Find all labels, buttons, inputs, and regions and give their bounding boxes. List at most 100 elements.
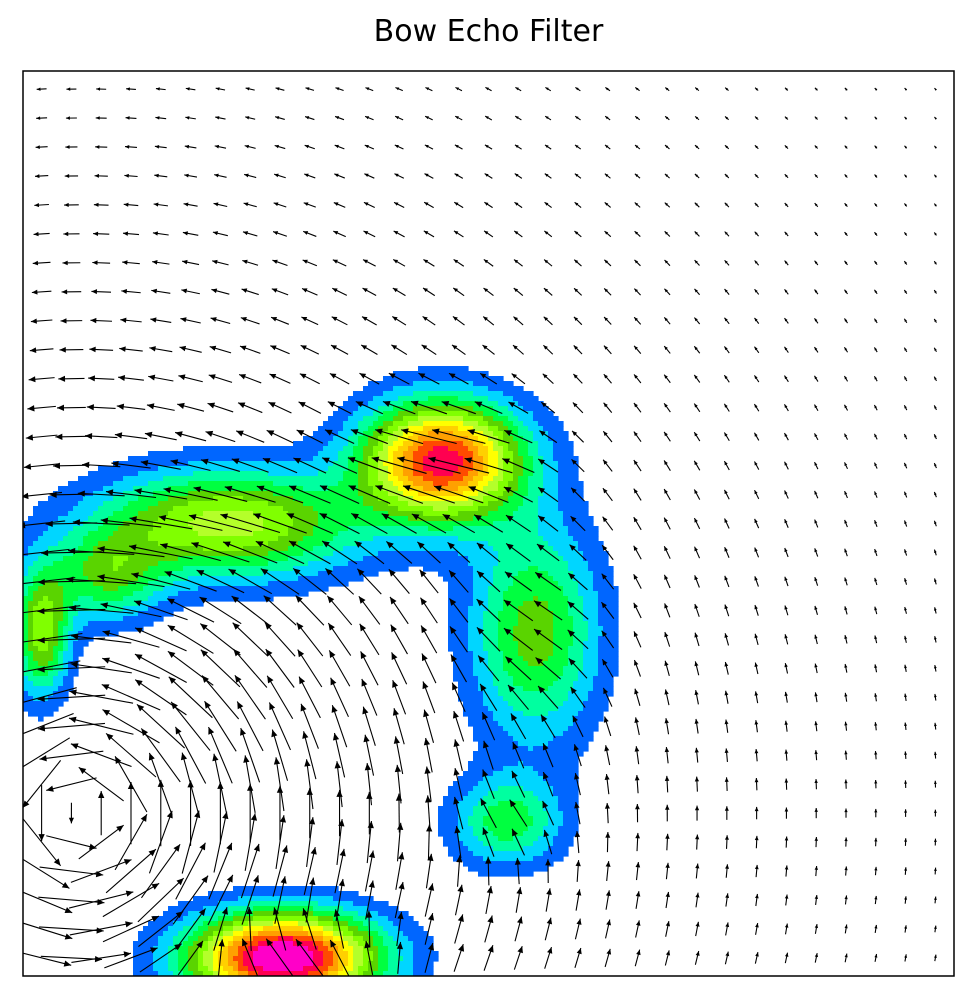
wind-arrow xyxy=(389,596,409,625)
wind-arrow xyxy=(23,712,74,735)
contour-cell xyxy=(213,961,219,967)
contour-cell xyxy=(558,831,579,837)
contour-cell xyxy=(388,471,394,477)
contour-cell xyxy=(373,506,399,512)
wind-arrow xyxy=(241,938,259,976)
wind-arrow xyxy=(363,201,375,208)
contour-cell xyxy=(48,641,59,647)
wind-arrow xyxy=(153,202,169,207)
contour-cell xyxy=(473,426,489,432)
contour-cell xyxy=(198,956,204,962)
wind-arrow xyxy=(693,431,701,442)
contour-cell xyxy=(73,551,94,557)
contour-cell xyxy=(228,961,239,967)
contour-cell xyxy=(483,486,499,492)
wind-arrow xyxy=(452,710,465,742)
contour-cell xyxy=(83,521,104,527)
contour-cell xyxy=(553,681,574,687)
contour-cell xyxy=(558,706,584,712)
contour-cell xyxy=(393,416,404,422)
contour-cell xyxy=(28,551,44,557)
contour-cell xyxy=(543,466,559,472)
wind-arrow xyxy=(214,144,227,149)
contour-cell xyxy=(148,596,169,602)
contour-cell xyxy=(373,431,384,437)
contour-cell xyxy=(23,541,34,547)
contour-cell xyxy=(68,616,74,622)
wind-arrow xyxy=(873,318,878,324)
contour-cell xyxy=(183,916,199,922)
contour-cell xyxy=(588,636,599,642)
contour-cell xyxy=(78,546,94,552)
wind-arrow xyxy=(305,87,315,91)
contour-cell xyxy=(528,826,544,832)
contour-cell xyxy=(178,946,189,952)
contour-cell xyxy=(438,816,459,822)
wind-arrow xyxy=(32,260,51,266)
wind-arrow xyxy=(52,462,90,469)
contour-cell xyxy=(378,406,394,412)
contour-cell xyxy=(498,646,519,652)
contour-cell xyxy=(63,631,69,637)
wind-arrow xyxy=(603,402,613,413)
wind-arrow xyxy=(215,87,226,91)
wind-arrow xyxy=(183,202,198,207)
wind-arrow xyxy=(601,630,615,649)
wind-arrow xyxy=(573,287,583,296)
contour-cell xyxy=(578,671,599,677)
wind-arrow xyxy=(421,653,437,684)
contour-cell xyxy=(153,951,169,957)
wind-arrow xyxy=(575,889,582,911)
contour-cell xyxy=(223,966,234,972)
contour-cell xyxy=(368,931,379,937)
wind-arrow xyxy=(542,373,554,385)
wind-arrow xyxy=(664,230,671,237)
wind-arrow xyxy=(694,144,700,150)
contour-cell xyxy=(438,806,459,812)
contour-cell xyxy=(558,806,579,812)
wind-arrow xyxy=(453,230,464,238)
contour-cell xyxy=(203,931,214,937)
contour-cell xyxy=(148,536,279,542)
contour-cell xyxy=(223,931,234,937)
contour-cell xyxy=(168,961,179,967)
contour-cell xyxy=(108,516,134,522)
wind-arrow xyxy=(933,549,937,556)
contour-cell xyxy=(473,806,489,812)
wind-arrow xyxy=(604,115,611,121)
wind-arrow xyxy=(77,490,125,497)
wind-arrow xyxy=(724,806,729,820)
contour-cell xyxy=(78,501,104,507)
wind-arrow xyxy=(68,716,134,735)
contour-cell xyxy=(583,616,599,622)
wind-arrow xyxy=(451,344,466,356)
contour-cell xyxy=(483,476,494,482)
wind-arrow xyxy=(754,749,759,762)
contour-cell xyxy=(148,506,174,512)
contour-cell xyxy=(373,491,389,497)
wind-arrow xyxy=(693,403,701,413)
contour-cell xyxy=(538,531,569,537)
contour-cell xyxy=(413,961,434,967)
wind-arrow xyxy=(664,144,670,150)
wind-arrow xyxy=(228,568,273,595)
contour-cell xyxy=(118,586,144,592)
wind-arrow xyxy=(392,287,406,297)
contour-cell xyxy=(538,526,569,532)
wind-arrow xyxy=(725,922,730,936)
contour-cell xyxy=(553,456,579,462)
contour-cell xyxy=(558,796,579,802)
wind-arrow xyxy=(575,86,581,92)
wind-arrow xyxy=(934,87,937,91)
wind-arrow xyxy=(723,374,730,383)
contour-cell xyxy=(458,426,474,432)
contour-cell xyxy=(498,556,564,562)
wind-arrow xyxy=(537,685,559,709)
wind-arrow xyxy=(874,664,878,673)
wind-arrow xyxy=(663,517,671,530)
wind-arrow xyxy=(160,543,222,562)
contour-cell xyxy=(358,966,369,972)
contour-cell xyxy=(508,406,524,412)
contour-cell xyxy=(483,641,499,647)
contour-cell xyxy=(233,886,339,892)
